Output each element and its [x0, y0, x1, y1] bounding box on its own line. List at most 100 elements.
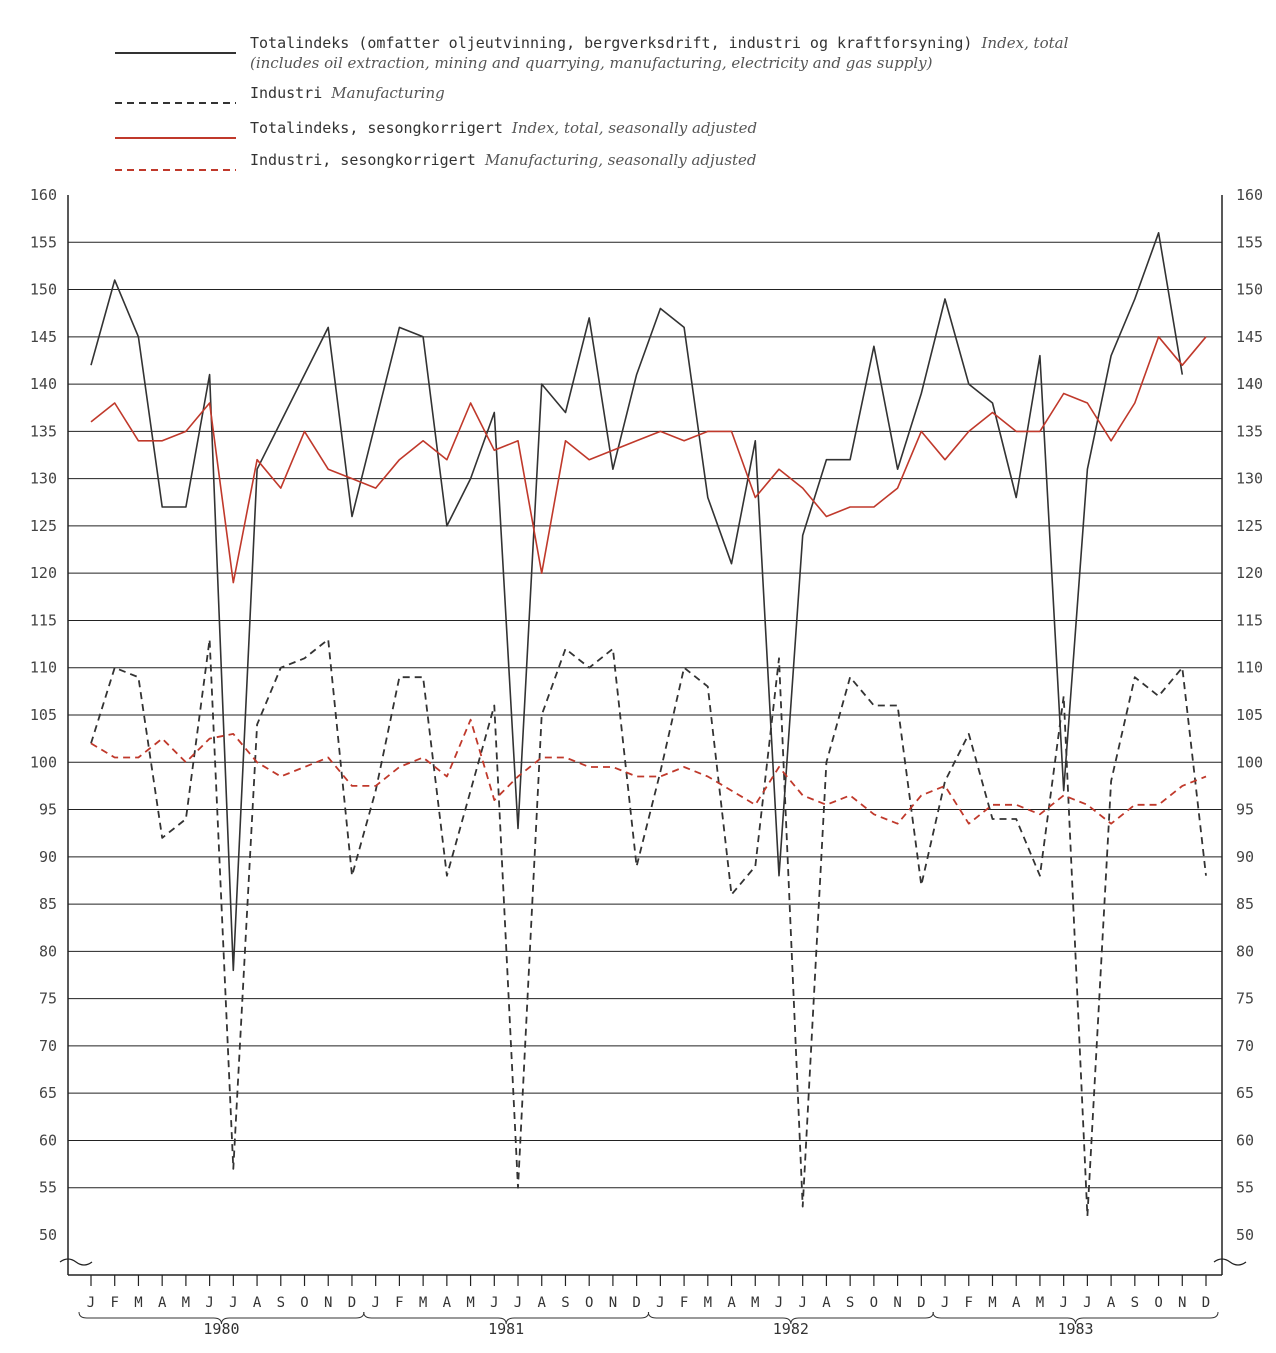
series-line-2	[90, 638, 1207, 1217]
axis-break-right	[1213, 1258, 1247, 1266]
y-tick-label-right: 140	[1236, 375, 1263, 393]
y-tick-label-left: 95	[39, 801, 57, 819]
y-tick-label-left: 90	[39, 848, 57, 866]
x-tick-label: O	[585, 1295, 593, 1311]
y-tick-label-left: 145	[30, 328, 57, 346]
x-tick-label: N	[893, 1295, 901, 1311]
y-tick-label-right: 150	[1236, 281, 1263, 299]
x-tick-label: N	[324, 1295, 332, 1311]
y-tick-label-right: 145	[1236, 328, 1263, 346]
y-tick-label-right: 120	[1236, 564, 1263, 582]
x-tick-label: J	[87, 1295, 95, 1311]
y-tick-label-right: 110	[1236, 659, 1263, 677]
y-tick-label-left: 130	[30, 470, 57, 488]
y-tick-label-left: 80	[39, 942, 57, 960]
y-tick-label-left: 65	[39, 1084, 57, 1102]
y-tick-label-left: 75	[39, 990, 57, 1008]
y-tick-label-left: 160	[30, 186, 57, 204]
y-tick-label-left: 60	[39, 1131, 57, 1149]
x-tick-label: M	[704, 1295, 712, 1311]
y-tick-label-left: 55	[39, 1179, 57, 1197]
x-tick-label: A	[158, 1295, 167, 1311]
y-tick-label-right: 105	[1236, 706, 1263, 724]
x-tick-label: N	[609, 1295, 617, 1311]
x-tick-label: A	[1012, 1295, 1021, 1311]
y-tick-label-right: 85	[1236, 895, 1254, 913]
y-tick-label-left: 135	[30, 422, 57, 440]
legend: Totalindeks (omfatter oljeutvinning, ber…	[115, 34, 1069, 171]
x-tick-label: D	[917, 1295, 925, 1311]
x-tick-label: D	[1202, 1295, 1210, 1311]
x-tick-label: M	[1036, 1295, 1044, 1311]
axes	[59, 195, 1247, 1286]
legend-label-2: Industri Manufacturing	[250, 84, 445, 102]
x-tick-label: M	[988, 1295, 996, 1311]
x-tick-label: M	[182, 1295, 190, 1311]
y-tick-label-right: 65	[1236, 1084, 1254, 1102]
x-tick-label: J	[941, 1295, 949, 1311]
y-tick-label-left: 85	[39, 895, 57, 913]
x-tick-label: J	[205, 1295, 213, 1311]
y-tick-label-right: 75	[1236, 990, 1254, 1008]
x-tick-label: A	[822, 1295, 831, 1311]
axis-break-left	[59, 1258, 93, 1266]
x-tick-label: N	[1178, 1295, 1186, 1311]
year-bracket	[647, 1311, 934, 1325]
x-tick-label: A	[727, 1295, 736, 1311]
x-tick-label: D	[348, 1295, 356, 1311]
x-tick-label: M	[134, 1295, 142, 1311]
legend-label-3: Totalindeks, sesongkorrigert Index, tota…	[250, 119, 757, 137]
y-tick-label-right: 60	[1236, 1131, 1254, 1149]
y-tick-label-right: 125	[1236, 517, 1263, 535]
gridlines	[68, 241, 1222, 1189]
y-tick-label-left: 50	[39, 1226, 57, 1244]
year-bracket	[932, 1311, 1219, 1325]
y-tick-label-right: 130	[1236, 470, 1263, 488]
y-tick-label-right: 95	[1236, 801, 1254, 819]
x-tick-label: F	[111, 1295, 119, 1311]
x-tick-label: S	[1131, 1295, 1139, 1311]
x-tick-label: J	[490, 1295, 498, 1311]
y-tick-label-left: 115	[30, 611, 57, 629]
legend-label-1: Totalindeks (omfatter oljeutvinning, ber…	[250, 34, 1069, 52]
x-tick-label: M	[419, 1295, 427, 1311]
y-tick-label-right: 100	[1236, 753, 1263, 771]
x-tick-label: A	[253, 1295, 262, 1311]
x-tick-label: S	[277, 1295, 285, 1311]
y-tick-label-left: 120	[30, 564, 57, 582]
x-tick-label: O	[300, 1295, 308, 1311]
x-tick-label: D	[632, 1295, 640, 1311]
y-tick-label-right: 80	[1236, 942, 1254, 960]
x-tick-label: O	[1154, 1295, 1162, 1311]
y-tick-label-left: 125	[30, 517, 57, 535]
x-tick-label: J	[775, 1295, 783, 1311]
x-tick-label: M	[751, 1295, 759, 1311]
x-tick-label: A	[538, 1295, 547, 1311]
x-tick-label: J	[656, 1295, 664, 1311]
y-tick-label-left: 150	[30, 281, 57, 299]
y-tick-labels: 160 160 155 155 150 150 145 145 140 140 135 135 130 1…	[30, 186, 1263, 1244]
x-tick-label: J	[229, 1295, 237, 1311]
year-bracket	[78, 1311, 365, 1325]
series-line-1	[90, 232, 1184, 972]
x-tick-label: J	[514, 1295, 522, 1311]
x-tick-label: O	[870, 1295, 878, 1311]
y-tick-label-right: 135	[1236, 422, 1263, 440]
series-line-3	[90, 335, 1207, 584]
y-tick-label-right: 115	[1236, 611, 1263, 629]
x-tick-label: S	[561, 1295, 569, 1311]
y-tick-label-right: 55	[1236, 1179, 1254, 1197]
y-tick-label-right: 160	[1236, 186, 1263, 204]
y-tick-label-left: 110	[30, 659, 57, 677]
x-tick-label: M	[466, 1295, 474, 1311]
year-label: 1980	[203, 1320, 239, 1338]
y-tick-label-left: 105	[30, 706, 57, 724]
year-label: 1981	[488, 1320, 524, 1338]
y-tick-label-right: 70	[1236, 1037, 1254, 1055]
year-label: 1983	[1057, 1320, 1093, 1338]
x-tick-label: J	[1059, 1295, 1067, 1311]
x-tick-label: J	[798, 1295, 806, 1311]
y-tick-label-left: 70	[39, 1037, 57, 1055]
